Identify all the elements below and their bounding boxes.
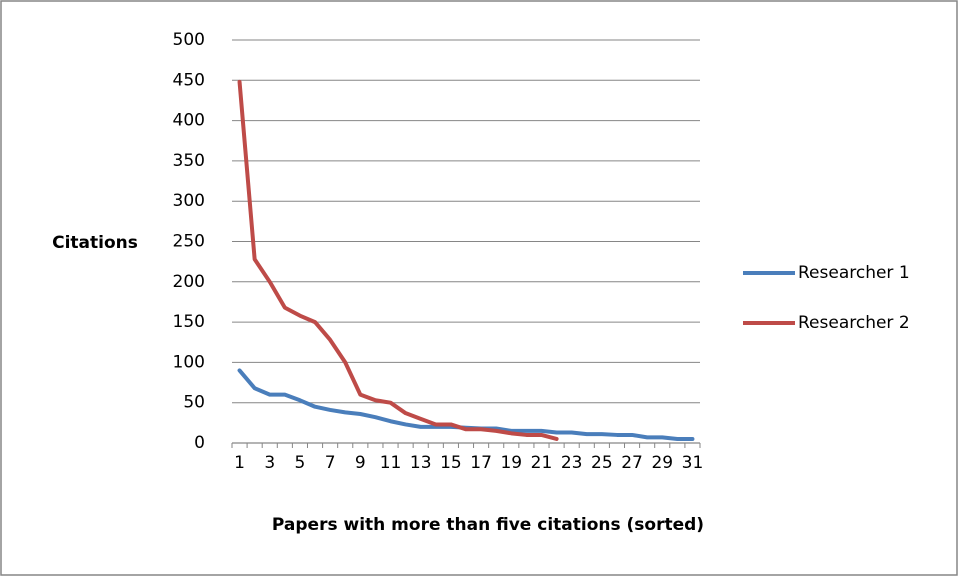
x-tick-label: 21 bbox=[531, 453, 553, 473]
y-tick-label: 50 bbox=[183, 393, 205, 413]
y-axis-title: Citations bbox=[52, 233, 138, 253]
x-tick-label: 25 bbox=[591, 453, 613, 473]
y-tick-label: 400 bbox=[173, 111, 205, 131]
line bbox=[237, 79, 559, 441]
x-tick-label: 9 bbox=[355, 453, 366, 473]
y-tick-label: 0 bbox=[194, 433, 205, 453]
y-tick-label: 150 bbox=[173, 312, 205, 332]
y-tick-label: 350 bbox=[173, 151, 205, 171]
x-tick-label: 15 bbox=[440, 453, 462, 473]
x-tick-label: 13 bbox=[410, 453, 432, 473]
legend-label: Researcher 1 bbox=[798, 263, 910, 283]
x-axis-title: Papers with more than five citations (so… bbox=[272, 515, 704, 535]
x-tick-label: 11 bbox=[380, 453, 402, 473]
legend-label: Researcher 2 bbox=[798, 313, 910, 333]
x-tick-label: 27 bbox=[621, 453, 643, 473]
x-tick-label: 19 bbox=[500, 453, 522, 473]
x-tick-label: 7 bbox=[325, 453, 336, 473]
y-tick-label: 200 bbox=[173, 272, 205, 292]
y-tick-label: 250 bbox=[173, 232, 205, 252]
y-tick-label: 500 bbox=[173, 30, 205, 50]
x-tick-label: 23 bbox=[561, 453, 583, 473]
y-tick-label: 300 bbox=[173, 191, 205, 211]
x-tick-label: 31 bbox=[682, 453, 704, 473]
x-tick-label: 1 bbox=[234, 453, 245, 473]
x-tick-label: 3 bbox=[264, 453, 275, 473]
y-tick-label: 450 bbox=[173, 70, 205, 90]
x-tick-label: 5 bbox=[295, 453, 306, 473]
x-tick-label: 29 bbox=[651, 453, 673, 473]
x-tick-label: 17 bbox=[470, 453, 492, 473]
y-tick-label: 100 bbox=[173, 352, 205, 372]
